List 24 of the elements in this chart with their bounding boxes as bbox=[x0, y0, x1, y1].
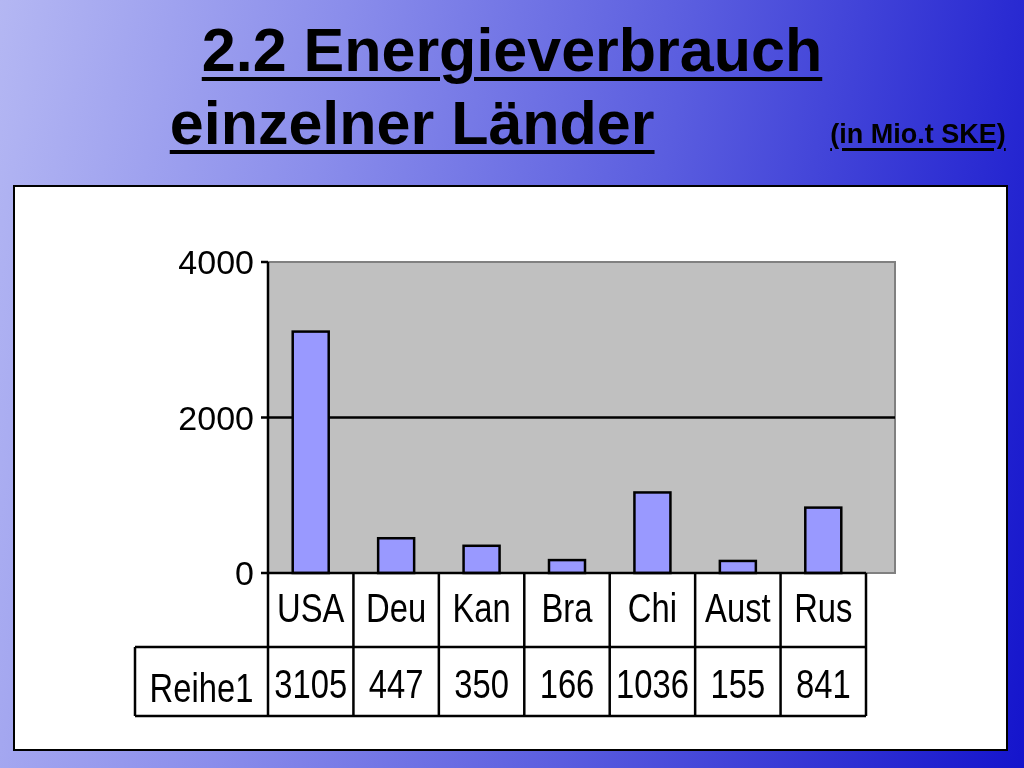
x-tick-label: Kan bbox=[452, 585, 511, 631]
legend-label: Reihe1 bbox=[149, 665, 254, 711]
x-tick-label: Chi bbox=[627, 585, 678, 631]
bar bbox=[804, 506, 843, 575]
x-tick-label: Rus bbox=[794, 585, 853, 631]
data-label: 155 bbox=[710, 661, 766, 707]
bar bbox=[633, 491, 672, 575]
y-tick-label: 4000 bbox=[178, 243, 254, 282]
x-tick-label: Deu bbox=[366, 585, 427, 631]
bar bbox=[376, 537, 416, 575]
y-tick-label: 2000 bbox=[178, 398, 254, 437]
data-label: 447 bbox=[368, 661, 424, 707]
x-tick-label: Aust bbox=[705, 585, 771, 631]
data-label: 166 bbox=[539, 661, 595, 707]
data-label: 1036 bbox=[615, 661, 689, 707]
chart-title: 2.2 Energieverbrauch einzelner Länder bbox=[169, 16, 823, 157]
data-label: 350 bbox=[454, 661, 509, 707]
chart-subtitle: (in Mio.t SKE) bbox=[830, 119, 1006, 149]
bar bbox=[462, 544, 501, 575]
data-label: 841 bbox=[795, 661, 851, 707]
x-tick-label: USA bbox=[277, 585, 345, 631]
data-label: 3105 bbox=[274, 661, 348, 707]
x-tick-label: Bra bbox=[541, 585, 594, 631]
y-tick-label: 0 bbox=[235, 554, 254, 593]
